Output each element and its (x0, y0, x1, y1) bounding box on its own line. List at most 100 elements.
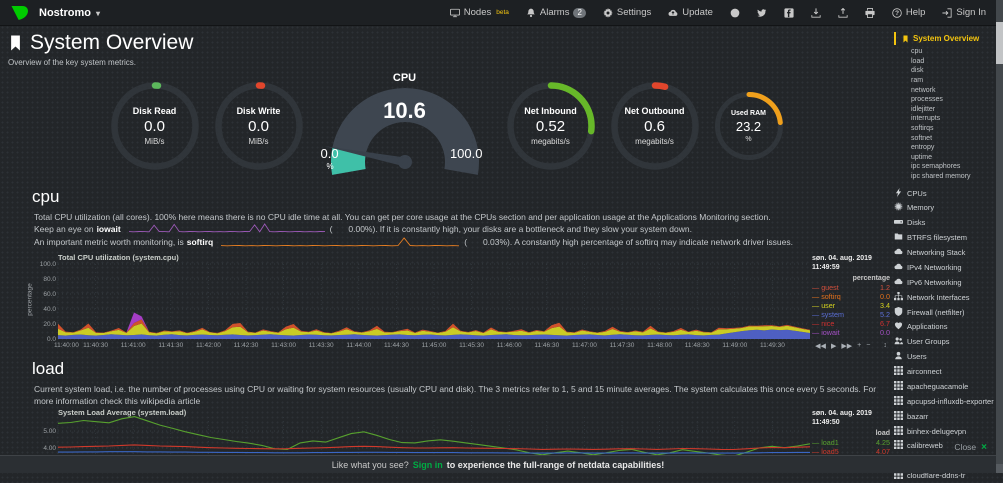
legend-row-iowait[interactable]: iowait 0.0 (812, 328, 890, 337)
legend-date: søn. 04. aug. 2019 (812, 254, 872, 262)
legend-date: søn. 04. aug. 2019 (812, 409, 872, 417)
sidebar-item-cpus[interactable]: CPUs (894, 185, 995, 200)
gauge-label: Disk Write (236, 106, 281, 116)
sidebar-subitem-load[interactable]: load (911, 57, 925, 65)
sidebar-item-ipv6-networking[interactable]: IPv6 Networking (894, 275, 995, 290)
help-button[interactable]: Help (892, 7, 925, 18)
gauge-net-outbound[interactable]: Net Outbound 0.6 megabits/s (609, 80, 701, 172)
sidebar-subitem-interrupts[interactable]: interrupts (911, 115, 941, 123)
scrollbar-down-button[interactable] (996, 464, 1003, 473)
toolbox-pan-forward-button[interactable]: ▶▶ (841, 342, 853, 350)
sidebar-subitem-ipc-shared-memory[interactable]: ipc shared memory (911, 173, 971, 181)
gauge-cpu[interactable]: CPU 10.6 0.0 100.0% (317, 72, 493, 178)
sidebar-item-firewall-netfilter-[interactable]: Firewall (netfilter) (894, 304, 995, 319)
sidebar-subitem-ram[interactable]: ram (911, 77, 924, 85)
close-button[interactable]: Close × (954, 442, 987, 453)
legend-units-header: percentage (852, 274, 890, 282)
sidebar-subitem-cpu[interactable]: cpu (911, 48, 923, 56)
main-content: System Overview Overview of the key syst… (0, 26, 893, 467)
toolbox-zoom-out-button[interactable]: − (866, 341, 871, 349)
svg-text:60.0: 60.0 (43, 291, 56, 298)
legend-series-name: softirq (812, 292, 841, 301)
sidebar-item-network-interfaces[interactable]: Network Interfaces (894, 289, 995, 304)
sidebar-subitem-softnet[interactable]: softnet (911, 134, 933, 142)
users-icon (894, 336, 903, 345)
nodes-button[interactable]: Nodes beta (450, 7, 509, 18)
scrollbar-thumb[interactable] (996, 22, 1003, 64)
sidebar-subitem-processes[interactable]: processes (911, 96, 943, 104)
cloud-icon (894, 277, 903, 286)
sidebar-subitem-softirqs[interactable]: softirqs (911, 125, 934, 133)
sidebar-item-networking-stack[interactable]: Networking Stack (894, 245, 995, 260)
svg-text:11:48:30: 11:48:30 (685, 342, 710, 349)
svg-text:0.0: 0.0 (47, 336, 56, 343)
softirq-value: 0.03% (482, 237, 508, 248)
sidebar-item-users[interactable]: Users (894, 349, 995, 364)
sidebar-app-calibreweb[interactable]: calibreweb (894, 438, 995, 453)
chart-title: System Load Average (system.load) (58, 407, 187, 417)
sidebar-app-binhex-delugevpn[interactable]: binhex-delugevpn (894, 423, 995, 438)
hostname-menu[interactable]: Nostromo (39, 7, 100, 19)
sidebar-app-apacheguacamole[interactable]: apacheguacamole (894, 379, 995, 394)
legend-row-system[interactable]: system 5.2 (812, 310, 890, 319)
sidebar-item-applications[interactable]: Applications (894, 319, 995, 334)
sidebar-item-system-overview[interactable]: System Overview (894, 32, 995, 45)
beta-badge: beta (496, 9, 509, 16)
svg-text:11:43:30: 11:43:30 (309, 342, 334, 349)
toolbox-pan-backward-button[interactable]: ◀◀ (815, 342, 826, 350)
import-button[interactable] (811, 8, 821, 18)
legend-row-nice[interactable]: nice 6.7 (812, 319, 890, 328)
legend-series-value: 1.2 (880, 282, 890, 292)
toolbox-zoom-in-button[interactable]: + (857, 341, 862, 349)
sidebar-subitem-disk[interactable]: disk (911, 67, 924, 75)
sidebar-item-btrfs-filesystem[interactable]: BTRFS filesystem (894, 230, 995, 245)
sidebar-subitem-idlejitter[interactable]: idlejitter (911, 105, 936, 113)
sidebar-item-disks[interactable]: Disks (894, 215, 995, 230)
footer-prefix: Like what you see? (331, 459, 409, 470)
signin-button[interactable]: Sign In (942, 7, 986, 18)
legend-series-name: user (812, 301, 835, 310)
netdata-logo[interactable] (10, 5, 29, 21)
gauge-value: 0.52 (535, 118, 566, 135)
toolbox-play-button[interactable]: ▶ (830, 342, 837, 350)
print-button[interactable] (865, 8, 875, 18)
gauge-net-inbound[interactable]: Net Inbound 0.52 megabits/s (505, 80, 597, 172)
legend-row-user[interactable]: user 3.4 (812, 301, 890, 310)
legend-row-load1[interactable]: load1 4.25 (812, 438, 890, 447)
github-button[interactable] (730, 8, 740, 18)
settings-button[interactable]: Settings (603, 7, 651, 18)
sidebar-app-airconnect[interactable]: airconnect (894, 364, 995, 379)
gauge-disk-write[interactable]: Disk Write 0.0 MiB/s (213, 80, 305, 172)
twitter-button[interactable] (757, 8, 767, 18)
legend-row-softirq[interactable]: softirq 0.0 (812, 292, 890, 301)
svg-text:11:46:00: 11:46:00 (497, 342, 522, 349)
legend-row-load5[interactable]: load5 4.07 (812, 447, 890, 456)
facebook-button[interactable] (784, 8, 794, 18)
sidebar-subitem-network[interactable]: network (911, 86, 936, 94)
sidebar-subitem-ipc-semaphores[interactable]: ipc semaphores (911, 163, 961, 171)
sidebar-item-memory[interactable]: Memory (894, 200, 995, 215)
toolbox-resize-button[interactable]: ↕ (883, 341, 887, 349)
gauge-disk-read[interactable]: Disk Read 0.0 MiB/s (109, 80, 201, 172)
softirq-sparkline[interactable] (220, 236, 460, 250)
iowait-sparkline[interactable] (128, 223, 326, 236)
page-scrollbar[interactable] (996, 0, 1003, 473)
update-button[interactable]: Update (668, 7, 713, 18)
cpu-chart[interactable]: Total CPU utilization (system.cpu) percen… (27, 253, 891, 351)
sidebar-app-bazarr[interactable]: bazarr (894, 408, 995, 423)
footer-signin-link[interactable]: Sign in (412, 459, 443, 470)
sidebar-subitem-entropy[interactable]: entropy (911, 144, 935, 152)
gauge-used-ram[interactable]: Used RAM 23.2% (713, 90, 785, 162)
gauge-label: Net Inbound (524, 106, 577, 116)
legend-series-name: iowait (812, 328, 839, 337)
svg-text:11:49:30: 11:49:30 (760, 342, 785, 349)
sidebar-subitem-uptime[interactable]: uptime (911, 153, 933, 161)
export-button[interactable] (838, 8, 848, 18)
svg-text:11:46:30: 11:46:30 (534, 342, 559, 349)
chart-legend: søn. 04. aug. 201911:49:59percentagegues… (812, 254, 890, 337)
sidebar-item-user-groups[interactable]: User Groups (894, 334, 995, 349)
legend-row-guest[interactable]: guest 1.2 (812, 283, 890, 292)
sidebar-app-apcupsd-influxdb-exporter[interactable]: apcupsd-influxdb-exporter (894, 394, 995, 409)
sidebar-item-ipv4-networking[interactable]: IPv4 Networking (894, 260, 995, 275)
alarms-button[interactable]: Alarms 2 (526, 7, 586, 18)
